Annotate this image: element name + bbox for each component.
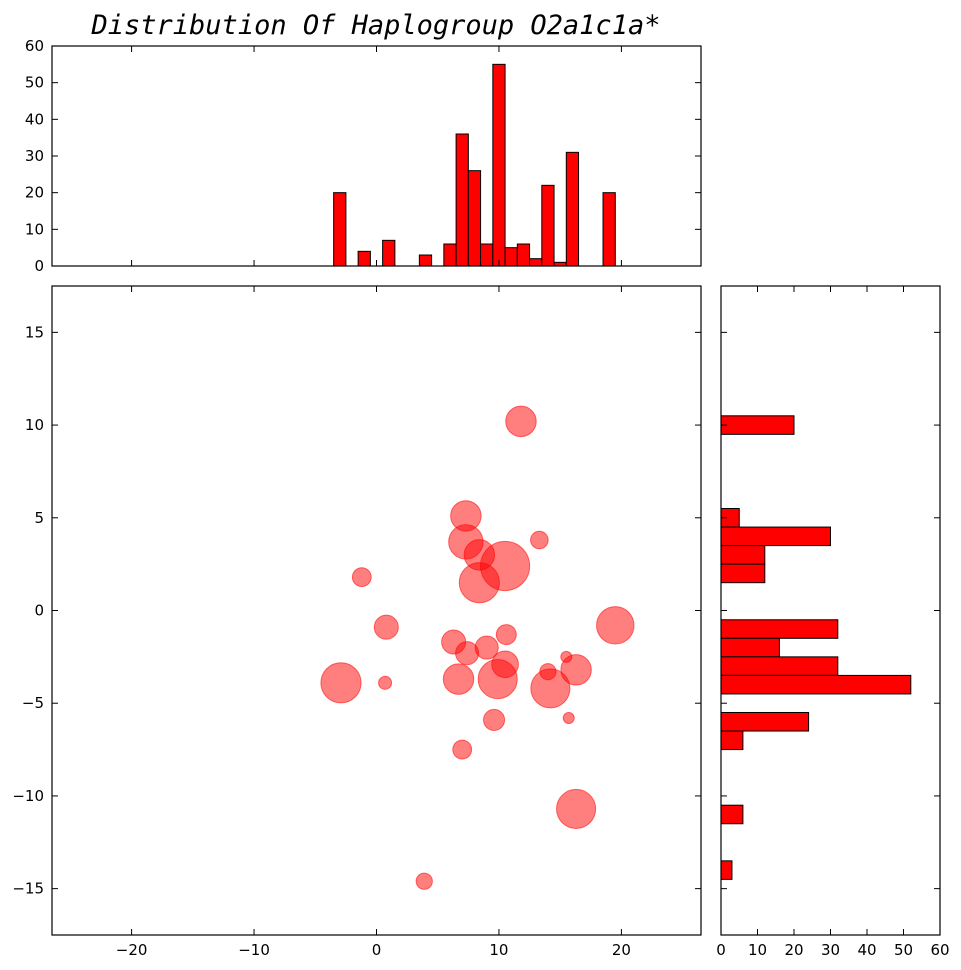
scatter-point <box>477 659 518 700</box>
scatter-plot: −20 −10 0 10 20 −15 −10 −5 0 5 10 15 <box>12 285 702 959</box>
top-hist-bar <box>467 170 482 267</box>
scatter-ytick-label: 10 <box>25 416 44 434</box>
right-hist-bar <box>720 730 744 751</box>
scatter-point <box>455 641 480 666</box>
right-hist-bar <box>720 674 912 695</box>
scatter-point <box>483 708 506 731</box>
scatter-point <box>442 663 475 695</box>
top-hist-bar <box>333 192 347 267</box>
scatter-xtick-label: −10 <box>238 941 270 959</box>
right-hist-xtick-label: 30 <box>821 941 840 959</box>
scatter-point <box>495 624 517 646</box>
scatter-xtick-label: 0 <box>372 941 382 959</box>
right-histogram: 0 10 20 30 40 50 60 <box>716 285 950 959</box>
scatter-point <box>373 614 399 640</box>
right-hist-xtick-label: 40 <box>857 941 876 959</box>
top-hist-ytick-label: 10 <box>25 220 44 238</box>
right-hist-bar <box>720 415 795 435</box>
right-hist-xtick-label: 20 <box>784 941 803 959</box>
right-hist-bar <box>720 563 766 584</box>
scatter-point <box>415 872 433 890</box>
scatter-xtick-label: −20 <box>116 941 148 959</box>
top-hist-bar <box>504 247 518 267</box>
top-hist-bar <box>418 254 433 267</box>
top-hist-bar <box>541 184 555 267</box>
right-hist-frame <box>720 285 941 936</box>
right-hist-bar <box>720 619 839 639</box>
scatter-point <box>378 675 393 690</box>
scatter-point <box>320 662 362 704</box>
top-hist-ytick-label: 50 <box>25 74 44 92</box>
top-hist-ytick-label: 30 <box>25 147 44 165</box>
right-hist-xtick-label: 60 <box>930 941 949 959</box>
right-hist-bar <box>720 545 766 565</box>
scatter-ytick-label: 15 <box>25 323 44 341</box>
top-hist-ytick-label: 40 <box>25 110 44 128</box>
top-hist-ytick-label: 0 <box>34 257 44 275</box>
scatter-point <box>556 788 597 829</box>
scatter-point <box>596 606 635 645</box>
right-hist-bar <box>720 711 810 732</box>
scatter-point <box>562 712 575 725</box>
scatter-point <box>452 739 473 760</box>
scatter-point <box>530 530 549 550</box>
top-histogram: 0 10 20 30 40 50 60 <box>25 37 702 275</box>
top-hist-bar <box>443 243 457 267</box>
right-hist-xtick-label: 10 <box>748 941 767 959</box>
right-hist-xtick-label: 0 <box>716 941 726 959</box>
scatter-point <box>505 405 537 438</box>
scatter-ytick-label: 5 <box>34 509 44 527</box>
top-hist-bar <box>492 63 506 267</box>
chart-title: Distribution Of Haplogroup O2a1c1a* <box>91 10 661 41</box>
top-hist-bar <box>357 250 371 267</box>
scatter-point <box>560 654 592 686</box>
right-hist-bar <box>720 860 733 880</box>
right-hist-bar <box>720 526 831 547</box>
top-hist-bar <box>382 239 396 267</box>
top-hist-bar <box>602 192 616 267</box>
right-hist-bar <box>720 637 780 658</box>
scatter-xtick-label: 10 <box>489 941 508 959</box>
scatter-ytick-label: 0 <box>34 602 44 620</box>
top-hist-bar <box>480 243 494 267</box>
scatter-ytick-label: −10 <box>12 787 44 805</box>
top-hist-bar <box>565 151 580 267</box>
scatter-ytick-label: −5 <box>22 694 44 712</box>
top-hist-ytick-label: 20 <box>25 184 44 202</box>
right-hist-bar <box>720 656 839 676</box>
top-hist-ytick-label: 60 <box>25 37 44 55</box>
scatter-point <box>458 562 500 604</box>
right-hist-bar <box>720 804 744 825</box>
top-hist-bar <box>529 258 543 267</box>
scatter-ytick-label: −15 <box>12 880 44 898</box>
right-hist-xtick-label: 50 <box>894 941 913 959</box>
scatter-point <box>530 668 571 709</box>
top-hist-bar <box>516 243 531 267</box>
scatter-xtick-label: 20 <box>612 941 631 959</box>
scatter-point <box>351 567 372 588</box>
top-hist-bar <box>455 133 469 267</box>
